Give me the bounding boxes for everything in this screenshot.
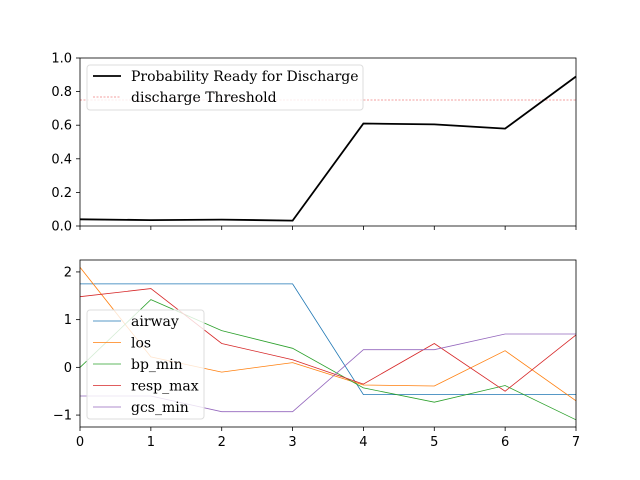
y-tick-label: 1 xyxy=(64,313,72,328)
axes-frame xyxy=(79,259,577,428)
axes-top: 0.0 0.2 0.4 0.6 0.8 1.0 Probability Ready for … xyxy=(51,52,577,235)
y-tick-label: 0.8 xyxy=(51,85,72,100)
axes-bottom: 0 1 2 3 4 5 6 7 −1 0 1 2 airway los bp_min resp_max gcs_… xyxy=(53,259,580,450)
legend-top: Probability Ready for Discharge discharge… xyxy=(86,64,364,111)
axes-frame xyxy=(79,57,577,227)
series-line-resp-max xyxy=(79,288,577,392)
x-tick-label: 4 xyxy=(359,435,367,450)
series-line-airway xyxy=(80,283,576,396)
y-tick-label: 0.2 xyxy=(51,186,72,201)
x-tick-label: 6 xyxy=(501,435,509,450)
legend-bottom: airway los bp_min resp_max gcs_min xyxy=(86,309,205,420)
legend-label: airway xyxy=(131,314,179,330)
y-tick-label: 0.6 xyxy=(51,119,72,134)
x-tick-label: 1 xyxy=(147,435,155,450)
series-line-probability-ready-for-discharge xyxy=(79,75,577,222)
legend-label: Probability Ready for Discharge xyxy=(131,69,359,85)
y-tick-label: −1 xyxy=(53,409,72,424)
y-tick-label: 0.4 xyxy=(51,152,72,167)
legend-label: bp_min xyxy=(131,357,183,373)
x-tick-label: 3 xyxy=(288,435,296,450)
legend-box xyxy=(86,64,364,111)
y-tick-label: 0 xyxy=(64,361,72,376)
legend-label: resp_max xyxy=(131,379,199,395)
legend-label: gcs_min xyxy=(131,400,189,416)
x-tick-label: 5 xyxy=(430,435,438,450)
legend-box xyxy=(86,309,205,420)
y-tick-label: 2 xyxy=(64,265,72,280)
series-line-bp-min xyxy=(79,299,577,421)
legend-label: los xyxy=(131,336,151,352)
x-tick-label: 0 xyxy=(76,435,84,450)
x-tick-label: 2 xyxy=(218,435,226,450)
y-tick-label: 1.0 xyxy=(51,52,72,67)
x-tick-label: 7 xyxy=(572,435,580,450)
y-tick-label: 0.0 xyxy=(51,220,72,235)
legend-label: discharge Threshold xyxy=(131,90,277,106)
